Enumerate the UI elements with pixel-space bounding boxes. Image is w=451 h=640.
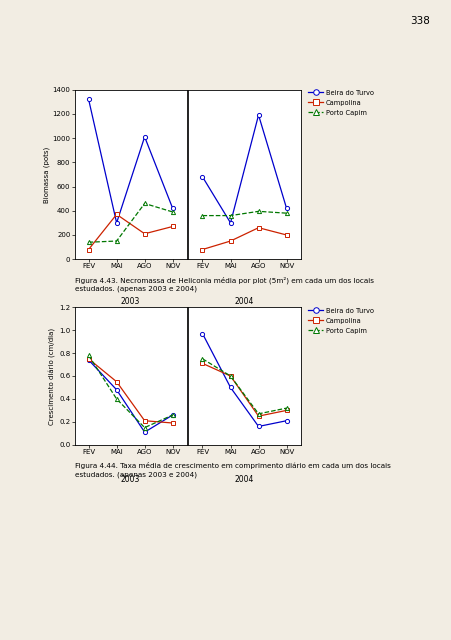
Legend: Beira do Turvo, Campolina, Porto Capim: Beira do Turvo, Campolina, Porto Capim xyxy=(308,308,373,334)
Y-axis label: Crescimento diário (cm/dia): Crescimento diário (cm/dia) xyxy=(49,328,56,424)
Legend: Beira do Turvo, Campolina, Porto Capim: Beira do Turvo, Campolina, Porto Capim xyxy=(308,90,373,116)
Text: 2003: 2003 xyxy=(121,475,140,484)
Text: Figura 4.44. Taxa média de crescimento em comprimento diário em cada um dos loca: Figura 4.44. Taxa média de crescimento e… xyxy=(74,462,390,477)
Text: 2003: 2003 xyxy=(121,296,140,305)
Text: 2004: 2004 xyxy=(235,475,253,484)
Text: Figura 4.43. Necromassa de Heliconia média por plot (5m²) em cada um dos locais
: Figura 4.43. Necromassa de Heliconia méd… xyxy=(74,276,373,292)
Text: 338: 338 xyxy=(410,16,429,26)
Text: 2004: 2004 xyxy=(235,296,253,305)
Y-axis label: Biomassa (pots): Biomassa (pots) xyxy=(43,147,50,202)
